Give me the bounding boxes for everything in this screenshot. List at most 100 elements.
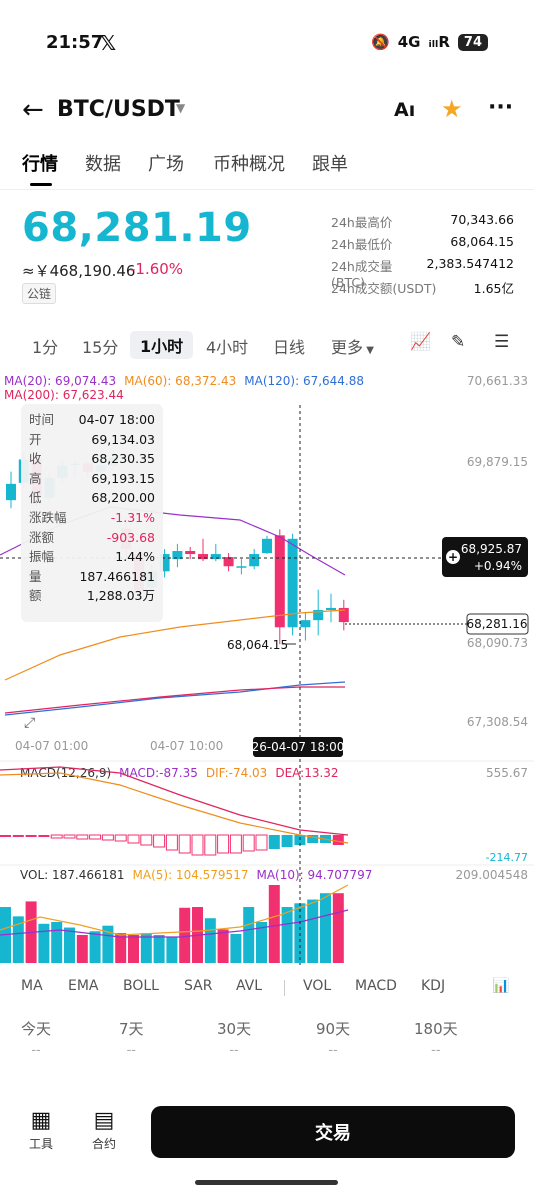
battery-icon: 74 — [457, 33, 488, 51]
add-order-icon[interactable] — [446, 550, 460, 564]
macd-bar — [101, 834, 114, 841]
tooltip-label: 时间 — [29, 412, 55, 427]
macd-bar — [255, 834, 268, 851]
indicator-sar[interactable]: SAR — [184, 978, 213, 994]
ai-icon[interactable]: Aı — [394, 99, 416, 121]
stats-panel: 24h最高价 70,343.66 24h最低价 68,064.15 24h成交量 (… — [331, 212, 514, 300]
indicator-ma[interactable]: MA — [21, 978, 43, 994]
volume-bar — [140, 933, 152, 963]
tooltip-label: 开 — [29, 431, 42, 447]
chevron-down-icon[interactable]: ▼ — [176, 101, 186, 115]
macd-header: MACD(12,26,9) MACD:-87.35 DIF:-74.03 DEA:13… — [20, 766, 528, 864]
contract-icon: ▤ — [93, 1108, 115, 1133]
more-menu-icon[interactable]: ··· — [488, 95, 514, 120]
stat-row: 24h最低价 68,064.15 — [331, 234, 514, 256]
ma-legend-item: MA(120): 67,644.88 — [244, 374, 364, 388]
tab-copy-trade[interactable]: 跟单 — [312, 154, 348, 175]
macd-bar — [50, 834, 63, 839]
indicator-vol[interactable]: VOL — [303, 978, 332, 994]
macd-axis-top: 555.67 — [486, 766, 528, 780]
ma-legend-1: MA(20): 69,074.43 MA(60): 68,372.43 MA(120… — [4, 374, 364, 388]
macd-legend-item: MACD:-87.35 — [119, 766, 198, 780]
macd-bar — [140, 834, 153, 846]
tooltip-label: 振幅 — [29, 549, 55, 565]
interval-1h[interactable]: 1小时 — [130, 331, 194, 359]
signal-icon: ᵢₗₗR — [428, 33, 450, 51]
stat-label: 24h最低价 — [331, 237, 393, 252]
period-today: 今天 -- — [21, 1018, 51, 1058]
period-stats: 今天 -- 7天 -- 30天 -- 90天 -- 180天 -- — [0, 1018, 534, 1068]
tooltip-label: 量 — [29, 568, 42, 584]
stat-value: 70,343.66 — [450, 212, 514, 227]
tooltip-row: 涨跌幅 -1.31% — [29, 508, 155, 528]
stat-row: 24h成交额(USDT) 1.65亿 — [331, 278, 514, 300]
draw-pen-icon[interactable]: ✎ — [451, 332, 466, 352]
contract-label: 合约 — [91, 1137, 116, 1151]
interval-1m[interactable]: 1分 — [32, 338, 59, 357]
macd-bar — [217, 834, 230, 854]
interval-bar: 1分 15分 1小时 4小时 日线 更多 ▼ 📈 ✎ ☰ — [0, 330, 534, 360]
tooltip-value: 69,134.03 — [91, 431, 155, 447]
volume-bar — [166, 936, 178, 963]
last-price-tag — [466, 613, 529, 635]
back-arrow-icon[interactable]: ← — [22, 95, 44, 125]
period-7d: 7天 -- — [119, 1018, 144, 1058]
macd-group — [0, 766, 349, 856]
header: ← BTC/USDT ▼ Aı ★ ··· — [0, 95, 534, 131]
tooltip-value: -903.68 — [106, 529, 155, 545]
tooltip-label: 涨额 — [29, 529, 55, 545]
volume-bar — [281, 907, 293, 963]
interval-more[interactable]: 更多 ▼ — [331, 334, 374, 358]
volume-bar — [89, 931, 101, 963]
tab-data[interactable]: 数据 — [85, 154, 121, 175]
interval-4h[interactable]: 4小时 — [206, 338, 249, 357]
interval-15m[interactable]: 15分 — [82, 338, 119, 357]
macd-legend-item: DEA:13.32 — [275, 766, 338, 780]
vol-legend-item: VOL: 187.466181 — [20, 868, 125, 882]
tab-market[interactable]: 行情 — [22, 154, 58, 175]
macd-bar — [12, 835, 24, 837]
macd-bar — [281, 835, 293, 847]
period-label: 7天 — [119, 1020, 144, 1038]
tab-square[interactable]: 广场 — [148, 154, 184, 175]
vol-axis-top: 209.004548 — [455, 868, 528, 882]
indicator-ema[interactable]: EMA — [68, 978, 99, 994]
tooltip-value: 04-07 18:00 — [78, 412, 155, 427]
vol-header: VOL: 187.466181 MA(5): 104.579517 MA(10): … — [20, 868, 372, 882]
indicator-avl[interactable]: AVL — [236, 978, 263, 994]
change-percent: -1.60% — [130, 260, 184, 278]
tooltip-row: 高 69,193.15 — [29, 469, 155, 489]
chevron-down-icon: ▼ — [363, 345, 374, 356]
chart-settings-icon[interactable]: ☰ — [494, 332, 510, 352]
period-value: -- — [328, 1043, 338, 1058]
y-label: 68,090.73 — [467, 636, 528, 650]
volume-bar — [243, 907, 255, 963]
pair-title[interactable]: BTC/USDT — [57, 97, 180, 122]
volume-bar — [256, 921, 267, 963]
tab-coin-overview[interactable]: 币种概况 — [213, 154, 285, 175]
add-order-plus: + — [448, 550, 458, 564]
volume-bar — [12, 916, 24, 963]
contract-button[interactable]: ▤ 合约 — [84, 1108, 124, 1152]
ma-legend-item: MA(20): 69,074.43 — [4, 374, 116, 388]
indicator-kdj[interactable]: KDJ — [421, 978, 446, 994]
kline-svg[interactable]: MA(20): 69,074.43 MA(60): 68,372.43 MA(120… — [0, 365, 534, 965]
tools-button[interactable]: ▦ 工具 — [21, 1108, 61, 1152]
macd-legend: MACD(12,26,9) MACD:-87.35 DIF:-74.03 DEA:13… — [20, 766, 339, 780]
expand-icon[interactable]: ⤢ — [24, 715, 35, 731]
candle-tooltip: 时间 04-07 18:00 开 69,134.03 收 68,230.35 高 69,193… — [21, 404, 163, 622]
chart-type-icon[interactable]: 📈 — [410, 332, 432, 352]
macd-bar — [38, 835, 50, 837]
status-time: 21:57 — [46, 32, 104, 53]
chain-badge[interactable]: 公链 — [22, 283, 57, 304]
indicator-boll[interactable]: BOLL — [123, 978, 159, 994]
indicator-settings-icon[interactable]: 📊 — [492, 978, 510, 994]
ma120-line — [4, 681, 346, 716]
macd-legend-item: DIF:-74.03 — [206, 766, 267, 780]
macd-bar — [178, 834, 191, 854]
kline-chart[interactable]: MA(20): 69,074.43 MA(60): 68,372.43 MA(120… — [0, 365, 534, 965]
interval-1d[interactable]: 日线 — [273, 338, 306, 357]
indicator-macd[interactable]: MACD — [355, 978, 397, 994]
favorite-star-icon[interactable]: ★ — [441, 95, 463, 123]
trade-button[interactable]: 交易 — [151, 1106, 515, 1158]
